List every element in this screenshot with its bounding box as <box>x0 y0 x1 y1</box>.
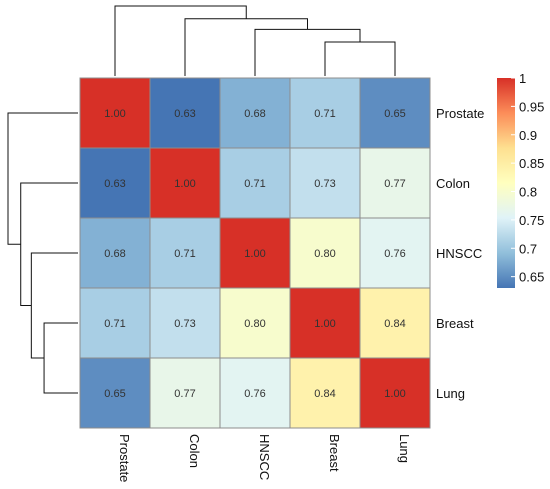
colorbar-tick-label: 0.75 <box>519 213 544 228</box>
heatmap-cell-lung-lung <box>359 357 431 429</box>
cell-value-label: 0.68 <box>104 248 125 260</box>
column-label-prostate: Prostate <box>117 434 132 482</box>
column-dendrogram-branch <box>254 28 361 76</box>
cell-value-label: 0.84 <box>384 318 405 330</box>
cell-value-label: 0.80 <box>244 318 265 330</box>
heatmap-cell-labels: 1.00 0.63 0.68 0.71 0.65 0.63 1.00 0.71 0.73 0.77… <box>104 108 405 400</box>
row-label-prostate: Prostate <box>436 106 484 121</box>
cell-value-label: 0.68 <box>244 108 265 120</box>
heatmap-cell-prostate-prostate <box>79 77 151 149</box>
row-dendrogram-branch <box>7 112 78 245</box>
cell-value-label: 0.77 <box>384 178 405 190</box>
heatmap-cell-lung-prostate <box>79 357 151 429</box>
cell-value-label: 0.73 <box>174 318 195 330</box>
row-dendrogram-branch <box>20 182 78 306</box>
cell-value-label: 0.63 <box>174 108 195 120</box>
heatmap-cell-colon-hnscc <box>219 147 291 219</box>
heatmap-cell-breast-breast <box>289 287 361 359</box>
row-dendrogram <box>7 112 78 394</box>
column-label-breast: Breast <box>327 434 342 472</box>
row-labels: Prostate Colon HNSCC Breast Lung <box>436 106 484 401</box>
column-dendrogram-branch <box>324 41 396 76</box>
column-dendrogram-branch <box>114 5 247 76</box>
heatmap-cell-colon-prostate <box>79 147 151 219</box>
cell-value-label: 0.84 <box>314 388 335 400</box>
cell-value-label: 1.00 <box>174 178 195 190</box>
column-label-colon: Colon <box>187 434 202 468</box>
cell-value-label: 1.00 <box>104 108 125 120</box>
cell-value-label: 0.71 <box>244 178 265 190</box>
colorbar-tick-label: 0.7 <box>519 241 537 256</box>
cell-value-label: 0.77 <box>174 388 195 400</box>
row-label-breast: Breast <box>436 316 474 331</box>
heatmap-cell-breast-prostate <box>79 287 151 359</box>
row-label-hnscc: HNSCC <box>436 246 482 261</box>
cell-value-label: 0.63 <box>104 178 125 190</box>
row-dendrogram-branch <box>30 252 78 359</box>
column-dendrogram <box>114 5 396 76</box>
heatmap-cell-prostate-breast <box>289 77 361 149</box>
heatmap-cell-lung-colon <box>149 357 221 429</box>
heatmap-cell-colon-lung <box>359 147 431 219</box>
cell-value-label: 0.71 <box>174 248 195 260</box>
column-dendrogram-branch <box>184 18 308 76</box>
column-label-hnscc: HNSCC <box>257 434 272 480</box>
row-label-lung: Lung <box>436 386 465 401</box>
cell-value-label: 1.00 <box>244 248 265 260</box>
heatmap-cell-hnscc-colon <box>149 217 221 289</box>
cell-value-label: 0.76 <box>384 248 405 260</box>
heatmap-cell-lung-hnscc <box>219 357 291 429</box>
cell-value-label: 1.00 <box>384 388 405 400</box>
heatmap-cell-breast-lung <box>359 287 431 359</box>
colorbar-tick-label: 0.65 <box>519 270 544 285</box>
cell-value-label: 0.71 <box>104 318 125 330</box>
cell-value-label: 0.80 <box>314 248 335 260</box>
colorbar-tick-label: 0.95 <box>519 99 544 114</box>
cell-value-label: 0.71 <box>314 108 335 120</box>
column-labels: Prostate Colon HNSCC Breast Lung <box>117 434 412 482</box>
heatmap-cell-breast-colon <box>149 287 221 359</box>
heatmap-cell-breast-hnscc <box>219 287 291 359</box>
heatmap-cell-hnscc-lung <box>359 217 431 289</box>
heatmap-cell-hnscc-breast <box>289 217 361 289</box>
colorbar-tick-label: 0.85 <box>519 156 544 171</box>
heatmap-cell-prostate-colon <box>149 77 221 149</box>
cell-value-label: 0.65 <box>104 388 125 400</box>
colorbar-tick-label: 0.8 <box>519 185 537 200</box>
colorbar-gradient <box>497 78 515 288</box>
cell-value-label: 1.00 <box>314 318 335 330</box>
cell-value-label: 0.76 <box>244 388 265 400</box>
row-label-colon: Colon <box>436 176 470 191</box>
cell-value-label: 0.73 <box>314 178 335 190</box>
row-dendrogram-branch <box>43 322 78 394</box>
heatmap-cell-prostate-hnscc <box>219 77 291 149</box>
cell-value-label: 0.65 <box>384 108 405 120</box>
colorbar-tick-label: 0.9 <box>519 128 537 143</box>
heatmap-cells <box>79 77 431 429</box>
colorbar: 1 0.95 0.9 0.85 0.8 0.75 0.7 0.65 <box>497 71 544 288</box>
colorbar-tick-label: 1 <box>519 71 526 86</box>
column-label-lung: Lung <box>397 434 412 463</box>
